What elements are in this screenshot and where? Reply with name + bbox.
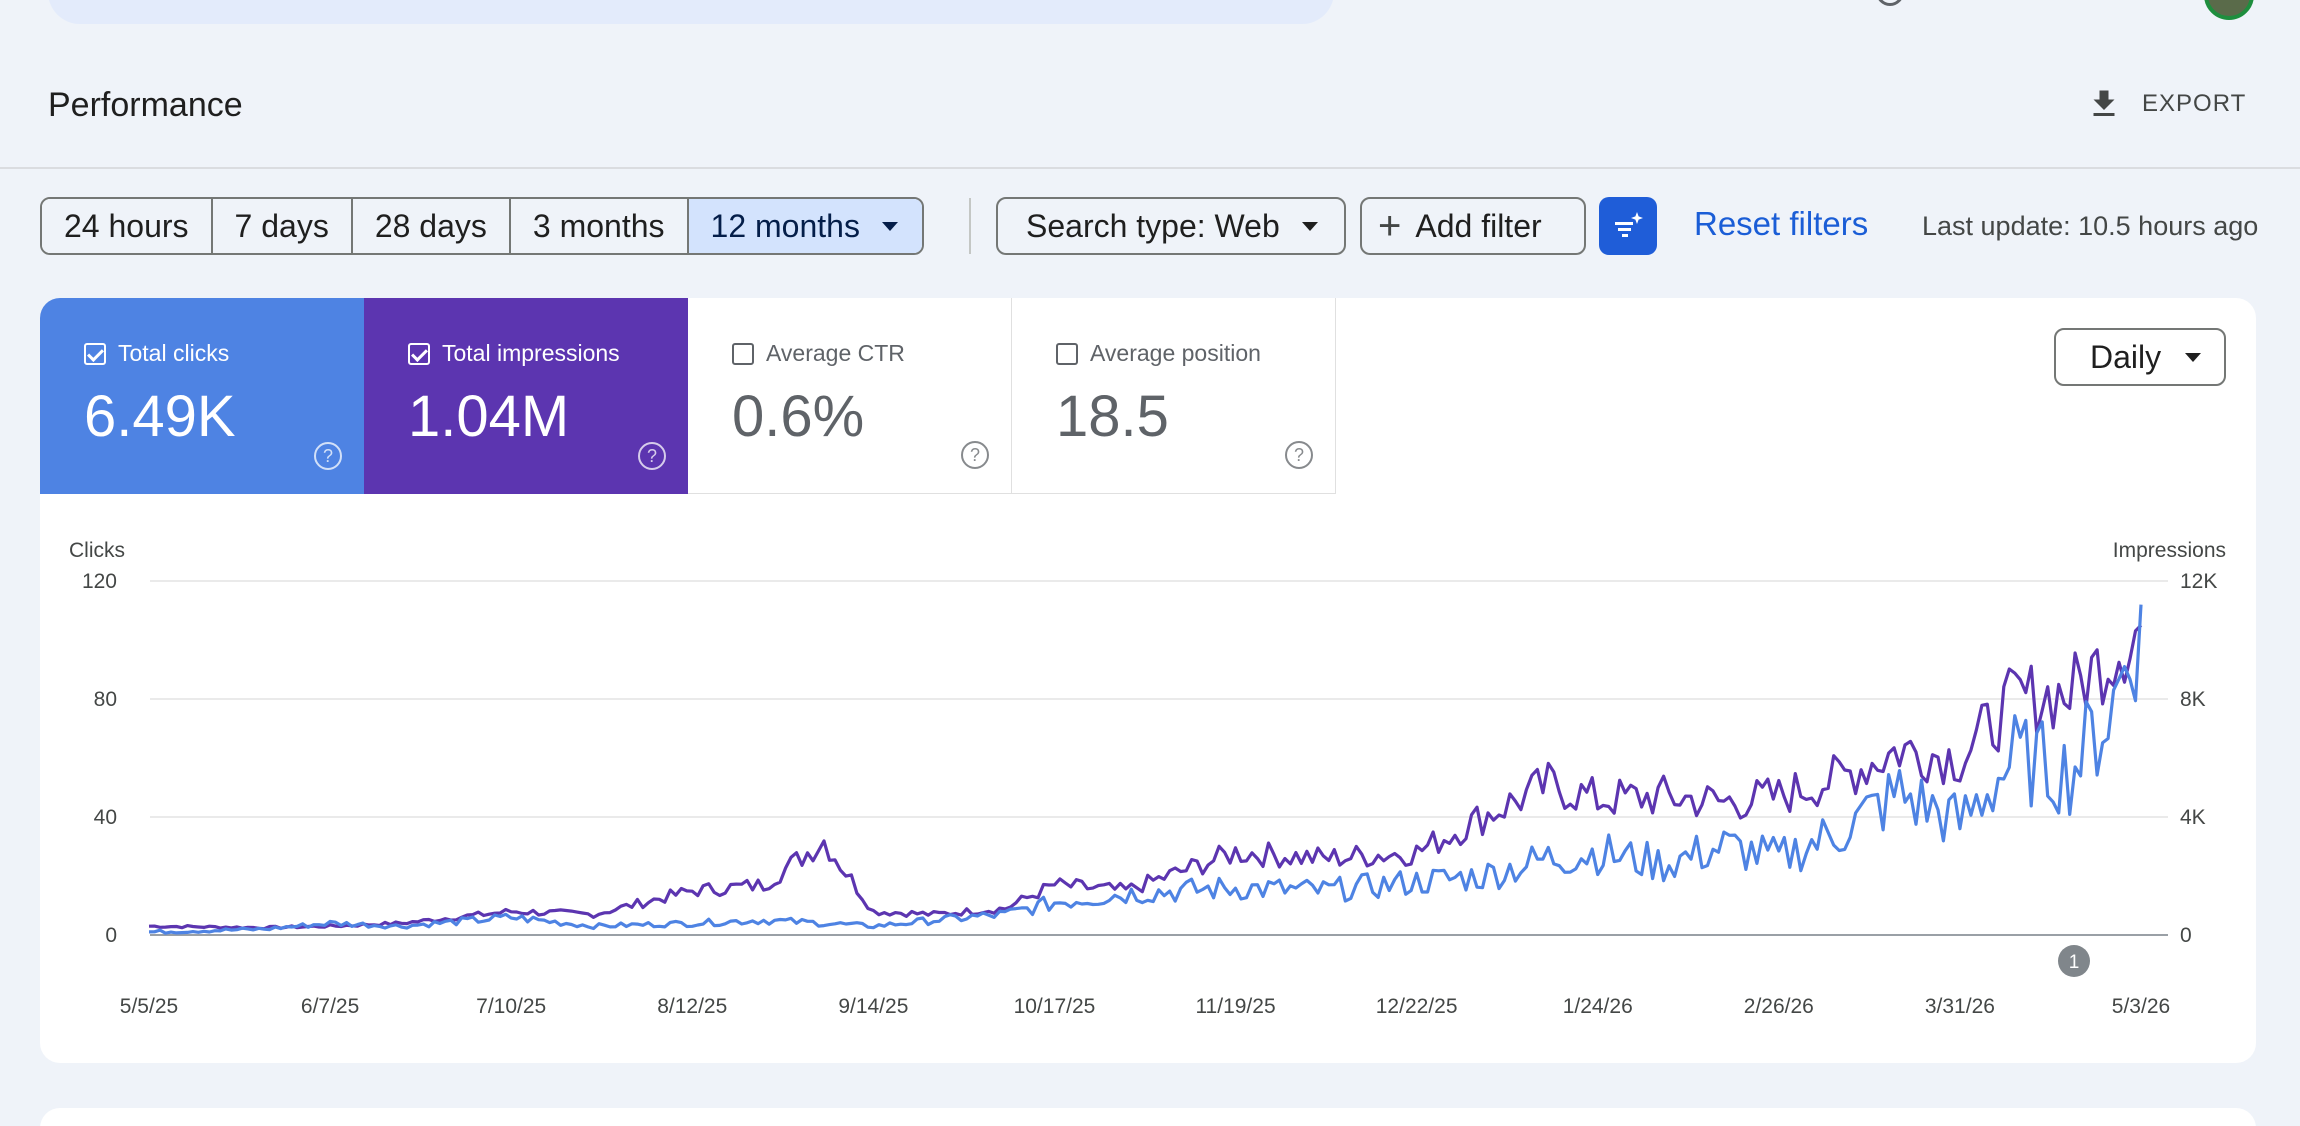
- x-tick-label: 3/31/26: [1925, 995, 1995, 1018]
- range-24-hours[interactable]: 24 hours: [42, 199, 213, 253]
- next-card: [40, 1108, 2256, 1126]
- x-tick-label: 8/12/25: [657, 995, 727, 1018]
- granularity-label: Daily: [2090, 338, 2162, 375]
- x-tick-label: 2/26/26: [1744, 995, 1814, 1018]
- reset-filters-link[interactable]: Reset filters: [1694, 205, 1869, 242]
- chevron-down-icon: [1301, 221, 1318, 231]
- metric-label: Total clicks: [118, 340, 230, 366]
- y-axis-right-title: Impressions: [2113, 539, 2226, 562]
- metric-total-impressions[interactable]: Total impressions 1.04M ?: [364, 298, 688, 494]
- metric-label: Average CTR: [766, 340, 905, 366]
- series-line-clicks: [148, 604, 2143, 935]
- y-tick-right: 0: [2180, 924, 2192, 947]
- add-filter-button[interactable]: + Add filter: [1360, 197, 1586, 255]
- checkbox-icon[interactable]: [84, 342, 106, 365]
- performance-chart[interactable]: Clicks Impressions 120 12K 80 8K 40 4K 0 0 5/5/25 6…: [40, 298, 2256, 1063]
- chevron-down-icon: [2185, 352, 2202, 362]
- header-divider: [0, 167, 2300, 169]
- search-type-dropdown[interactable]: Search type: Web: [996, 197, 1346, 255]
- x-tick-label: 12/22/25: [1376, 995, 1458, 1018]
- metric-total-clicks[interactable]: Total clicks 6.49K ?: [40, 298, 364, 494]
- y-axis-left-title: Clicks: [69, 539, 125, 562]
- range-28-days[interactable]: 28 days: [352, 199, 511, 253]
- x-tick-label: 1/24/26: [1563, 995, 1633, 1018]
- x-tick-label: 9/14/25: [838, 995, 908, 1018]
- range-12-months-label: 12 months: [710, 207, 860, 244]
- metric-value: 1.04M: [408, 384, 570, 449]
- metric-value: 0.6%: [732, 384, 865, 449]
- checkbox-icon[interactable]: [408, 342, 430, 365]
- search-type-label: Search type: Web: [1026, 207, 1280, 244]
- annotation-marker-label: 1: [2069, 952, 2080, 973]
- x-tick-label: 6/7/25: [301, 995, 359, 1018]
- x-tick-label: 5/3/26: [2112, 995, 2170, 1018]
- ai-filter-button[interactable]: [1599, 197, 1657, 255]
- metric-value: 18.5: [1056, 384, 1169, 449]
- x-tick-label: 5/5/25: [120, 995, 178, 1018]
- checkbox-icon[interactable]: [1056, 342, 1078, 365]
- checkbox-icon[interactable]: [732, 342, 754, 365]
- metric-average-ctr[interactable]: Average CTR 0.6% ?: [688, 298, 1012, 494]
- help-icon[interactable]: ?: [1285, 441, 1313, 469]
- metric-label: Average position: [1090, 340, 1261, 366]
- range-3-months[interactable]: 3 months: [510, 199, 689, 253]
- y-tick-left: 0: [105, 924, 117, 947]
- help-icon[interactable]: ?: [314, 442, 342, 470]
- y-tick-left: 40: [94, 806, 117, 829]
- y-tick-right: 4K: [2180, 806, 2206, 829]
- x-tick-label: 10/17/25: [1014, 995, 1096, 1018]
- y-tick-right: 8K: [2180, 688, 2206, 711]
- export-label: EXPORT: [2142, 90, 2247, 117]
- avatar[interactable]: [2204, 0, 2254, 20]
- y-tick-left: 120: [82, 570, 117, 593]
- x-tick-label: 7/10/25: [476, 995, 546, 1018]
- sparkle-filter-icon: [1615, 212, 1643, 237]
- search-bar[interactable]: [48, 0, 1334, 24]
- metric-average-position[interactable]: Average position 18.5 ?: [1012, 298, 1336, 494]
- plus-icon: +: [1378, 204, 1402, 248]
- annotation-marker-icon: [2058, 945, 2090, 977]
- series-line-impressions: [148, 624, 2143, 931]
- help-icon[interactable]: ?: [961, 441, 989, 469]
- add-filter-label: Add filter: [1415, 207, 1542, 244]
- last-update-text: Last update: 10.5 hours ago: [1922, 211, 2259, 241]
- toolbar-divider: [969, 198, 971, 254]
- granularity-dropdown[interactable]: Daily: [2054, 328, 2226, 386]
- y-tick-left: 80: [94, 688, 117, 711]
- y-tick-right: 12K: [2180, 570, 2217, 593]
- range-7-days[interactable]: 7 days: [212, 199, 353, 253]
- page-title: Performance: [48, 86, 243, 124]
- export-button[interactable]: EXPORT: [2086, 84, 2246, 124]
- date-range-selector: 24 hours 7 days 28 days 3 months 12 mont…: [40, 197, 924, 255]
- metric-label: Total impressions: [442, 340, 620, 366]
- x-tick-label: 11/19/25: [1195, 995, 1275, 1018]
- performance-card: Total clicks 6.49K ? Total impressions 1…: [40, 298, 2256, 1063]
- range-12-months[interactable]: 12 months: [688, 199, 922, 253]
- chevron-down-icon: [881, 221, 898, 231]
- help-icon[interactable]: ?: [638, 442, 666, 470]
- metric-value: 6.49K: [84, 384, 236, 449]
- download-icon: [2093, 90, 2115, 116]
- help-icon[interactable]: [1876, 0, 1904, 6]
